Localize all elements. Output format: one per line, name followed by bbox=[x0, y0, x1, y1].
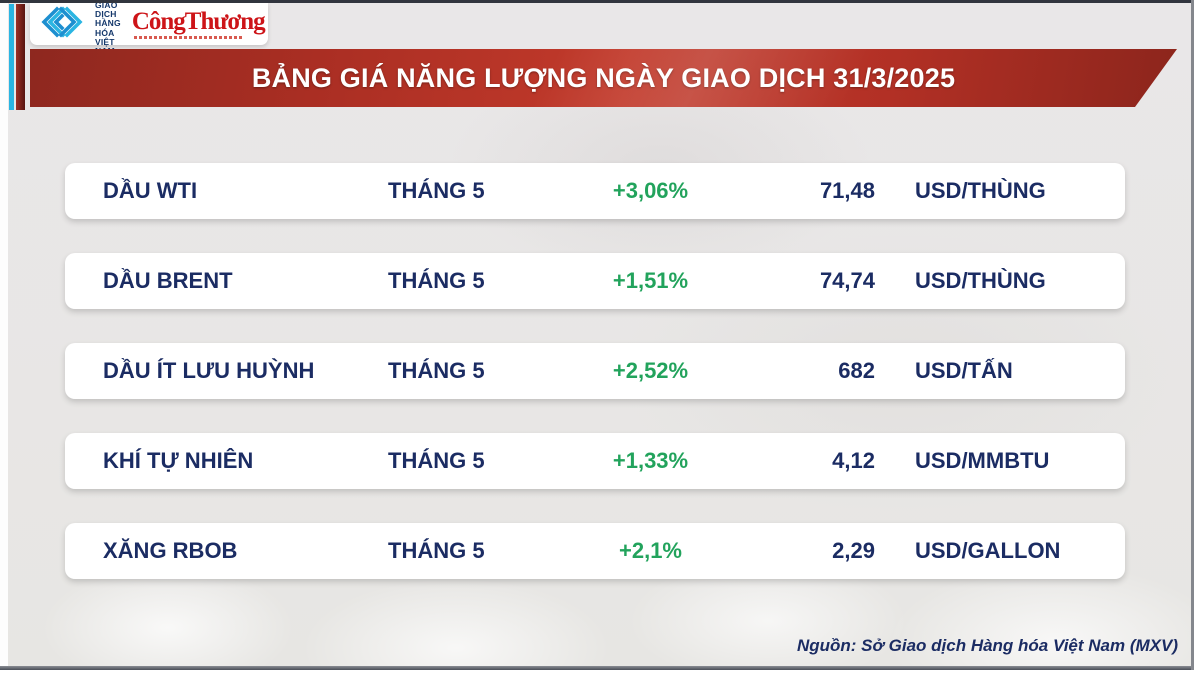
contract-month: THÁNG 5 bbox=[388, 268, 485, 293]
commodity-name: DẦU ÍT LƯU HUỲNH bbox=[103, 358, 315, 383]
contract-month: THÁNG 5 bbox=[388, 178, 485, 203]
price-row-wti: DẦU WTI THÁNG 5 +3,06% 71,48 USD/THÙNG bbox=[65, 163, 1125, 219]
mxv-logo-icon bbox=[36, 5, 88, 44]
price-row-rbob-gasoline: XĂNG RBOB THÁNG 5 +2,1% 2,29 USD/GALLON bbox=[65, 523, 1125, 579]
price-unit: USD/THÙNG bbox=[915, 178, 1046, 203]
congthuong-tagline-bar bbox=[133, 36, 242, 39]
congthuong-logo: CôngThương bbox=[131, 8, 266, 39]
right-margin bbox=[1194, 0, 1200, 675]
source-attribution: Nguồn: Sở Giao dịch Hàng hóa Việt Nam (M… bbox=[796, 636, 1178, 655]
contract-month: THÁNG 5 bbox=[388, 538, 485, 563]
commodity-name: DẦU BRENT bbox=[103, 268, 233, 293]
price-value: 71,48 bbox=[819, 178, 875, 203]
price-value: 4,12 bbox=[832, 448, 875, 473]
change-percent: +1,33% bbox=[612, 448, 689, 473]
price-value: 2,29 bbox=[832, 538, 875, 563]
price-table: DẦU WTI THÁNG 5 +3,06% 71,48 USD/THÙNG D… bbox=[65, 163, 1125, 579]
change-percent: +1,51% bbox=[612, 268, 689, 293]
congthuong-wordmark: CôngThương bbox=[131, 8, 266, 35]
left-margin bbox=[0, 3, 8, 666]
commodity-name: KHÍ TỰ NHIÊN bbox=[103, 448, 254, 473]
price-unit: USD/GALLON bbox=[915, 538, 1061, 563]
publisher-logo-box: SỞ GIAO DỊCH HÀNG HÓA VIỆT NAM CôngThươn… bbox=[30, 0, 268, 56]
commodity-name: DẦU WTI bbox=[103, 178, 198, 203]
mxv-org-name: SỞ GIAO DỊCH HÀNG HÓA VIỆT NAM bbox=[95, 0, 121, 56]
contract-month: THÁNG 5 bbox=[388, 358, 485, 383]
change-percent: +2,52% bbox=[612, 358, 689, 383]
contract-month: THÁNG 5 bbox=[388, 448, 485, 473]
page-title: BẢNG GIÁ NĂNG LƯỢNG NGÀY GIAO DỊCH 31/3/… bbox=[251, 62, 956, 93]
mxv-org-line-2: HÀNG HÓA bbox=[95, 18, 121, 38]
price-unit: USD/MMBTU bbox=[915, 448, 1050, 473]
price-value: 682 bbox=[838, 358, 875, 383]
title-banner: BẢNG GIÁ NĂNG LƯỢNG NGÀY GIAO DỊCH 31/3/… bbox=[30, 49, 1177, 107]
commodity-name: XĂNG RBOB bbox=[103, 538, 238, 563]
top-frame-line bbox=[0, 0, 1200, 3]
bottom-frame-line bbox=[0, 666, 1196, 670]
price-unit: USD/THÙNG bbox=[915, 268, 1046, 293]
change-percent: +3,06% bbox=[612, 178, 689, 203]
bottom-margin bbox=[0, 670, 1200, 675]
change-percent: +2,1% bbox=[619, 538, 682, 563]
price-value: 74,74 bbox=[819, 268, 875, 293]
right-frame-line bbox=[1191, 0, 1194, 670]
price-row-brent: DẦU BRENT THÁNG 5 +1,51% 74,74 USD/THÙNG bbox=[65, 253, 1125, 309]
left-accent-maroon-stripe bbox=[16, 4, 25, 110]
price-row-low-sulphur-oil: DẦU ÍT LƯU HUỲNH THÁNG 5 +2,52% 682 USD/… bbox=[65, 343, 1125, 399]
left-accent-cyan-stripe bbox=[9, 4, 14, 110]
price-row-natural-gas: KHÍ TỰ NHIÊN THÁNG 5 +1,33% 4,12 USD/MMB… bbox=[65, 433, 1125, 489]
price-unit: USD/TẤN bbox=[915, 358, 1013, 383]
